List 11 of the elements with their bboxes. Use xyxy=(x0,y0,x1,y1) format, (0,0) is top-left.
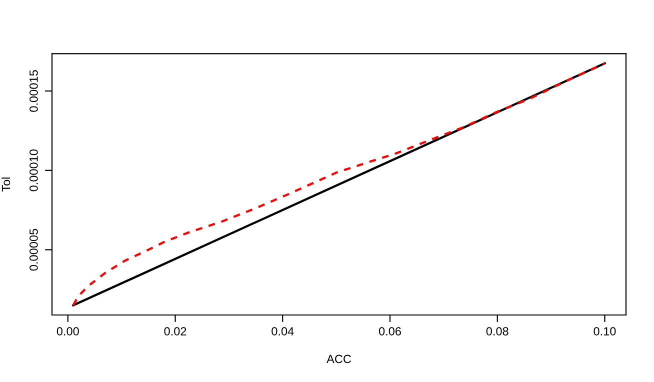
x-axis-title: ACC xyxy=(326,354,352,364)
x-tick-label: 0.06 xyxy=(378,327,401,336)
y-axis-title: Tol xyxy=(2,178,10,192)
x-tick-label: 0.10 xyxy=(594,327,616,336)
x-tick-label: 0.02 xyxy=(164,327,186,336)
x-tick-label: 0.08 xyxy=(486,327,508,336)
x-tick-label: 0.04 xyxy=(272,327,294,336)
y-tick-label: 0.00015 xyxy=(30,70,38,112)
y-tick-label: 0.00010 xyxy=(30,150,38,192)
x-tick-label: 0.00 xyxy=(56,327,79,336)
y-tick-label: 0.00005 xyxy=(30,228,38,271)
